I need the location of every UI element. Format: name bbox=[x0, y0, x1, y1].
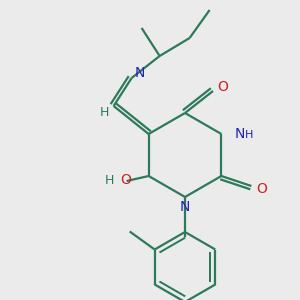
Text: H: H bbox=[100, 106, 109, 118]
Text: N: N bbox=[180, 200, 190, 214]
Text: H: H bbox=[104, 173, 114, 187]
Text: O: O bbox=[121, 173, 131, 187]
Text: H: H bbox=[245, 130, 254, 140]
Text: O: O bbox=[256, 182, 267, 196]
Text: O: O bbox=[218, 80, 228, 94]
Text: N: N bbox=[234, 127, 244, 141]
Text: N: N bbox=[134, 66, 145, 80]
